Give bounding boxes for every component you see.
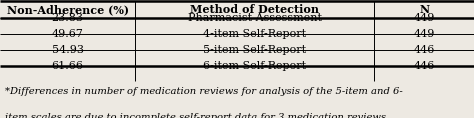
- Text: item scales are due to incomplete self-report data for 3 medication reviews.: item scales are due to incomplete self-r…: [5, 113, 389, 118]
- Text: 449: 449: [413, 13, 435, 23]
- Text: 5-item Self-Report: 5-item Self-Report: [203, 45, 306, 55]
- Text: N: N: [419, 4, 429, 15]
- Text: 6-item Self-Report: 6-item Self-Report: [203, 61, 306, 71]
- Text: 449: 449: [413, 29, 435, 39]
- Text: 446: 446: [413, 45, 435, 55]
- Text: *Differences in number of medication reviews for analysis of the 5-item and 6-: *Differences in number of medication rev…: [5, 87, 402, 96]
- Text: Non-Adherence (%): Non-Adherence (%): [7, 4, 128, 15]
- Text: 54.93: 54.93: [52, 45, 83, 55]
- Text: 23.83: 23.83: [52, 13, 83, 23]
- Text: Pharmacist Assessment: Pharmacist Assessment: [188, 13, 322, 23]
- Text: 4-item Self-Report: 4-item Self-Report: [203, 29, 306, 39]
- Text: 49.67: 49.67: [52, 29, 83, 39]
- Text: 61.66: 61.66: [52, 61, 83, 71]
- Text: Method of Detection: Method of Detection: [190, 4, 319, 15]
- Text: 446: 446: [413, 61, 435, 71]
